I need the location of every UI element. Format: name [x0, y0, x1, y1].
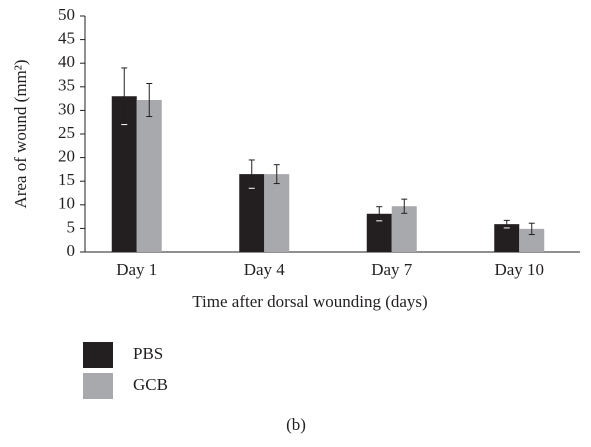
x-tick-label: Day 10 — [494, 260, 544, 279]
x-tick-label: Day 7 — [371, 260, 413, 279]
bar — [264, 174, 290, 252]
x-axis-label: Time after dorsal wounding (days) — [192, 292, 427, 311]
error-bar — [528, 222, 535, 236]
legend-label: PBS — [133, 344, 163, 363]
y-tick-label: 50 — [58, 5, 75, 24]
y-tick-label: 25 — [58, 123, 75, 142]
error-bar — [503, 219, 510, 229]
y-tick-label: 0 — [67, 241, 76, 260]
error-bar — [401, 198, 408, 214]
x-tick-label: Day 4 — [244, 260, 286, 279]
bar — [136, 100, 162, 253]
y-tick-label: 15 — [58, 170, 75, 189]
legend-label: GCB — [133, 375, 168, 394]
y-tick-label: 40 — [58, 52, 75, 71]
y-axis-label: Area of wound (mm²) — [11, 59, 30, 208]
y-tick-label: 10 — [58, 194, 75, 213]
error-bar — [273, 164, 280, 185]
y-tick-label: 45 — [58, 29, 75, 48]
error-bar — [376, 206, 383, 222]
error-bar — [248, 159, 255, 189]
caption: (b) — [286, 415, 306, 434]
error-bar — [146, 82, 153, 118]
y-tick-label: 20 — [58, 147, 75, 166]
bar — [494, 224, 520, 252]
bar — [391, 206, 417, 252]
legend-swatch — [83, 342, 113, 368]
legend-swatch — [83, 373, 113, 399]
bar — [519, 228, 545, 252]
y-tick-label: 5 — [67, 217, 76, 236]
y-tick-label: 30 — [58, 99, 75, 118]
y-tick-label: 35 — [58, 76, 75, 95]
x-tick-label: Day 1 — [116, 260, 157, 279]
error-bar — [121, 67, 128, 126]
